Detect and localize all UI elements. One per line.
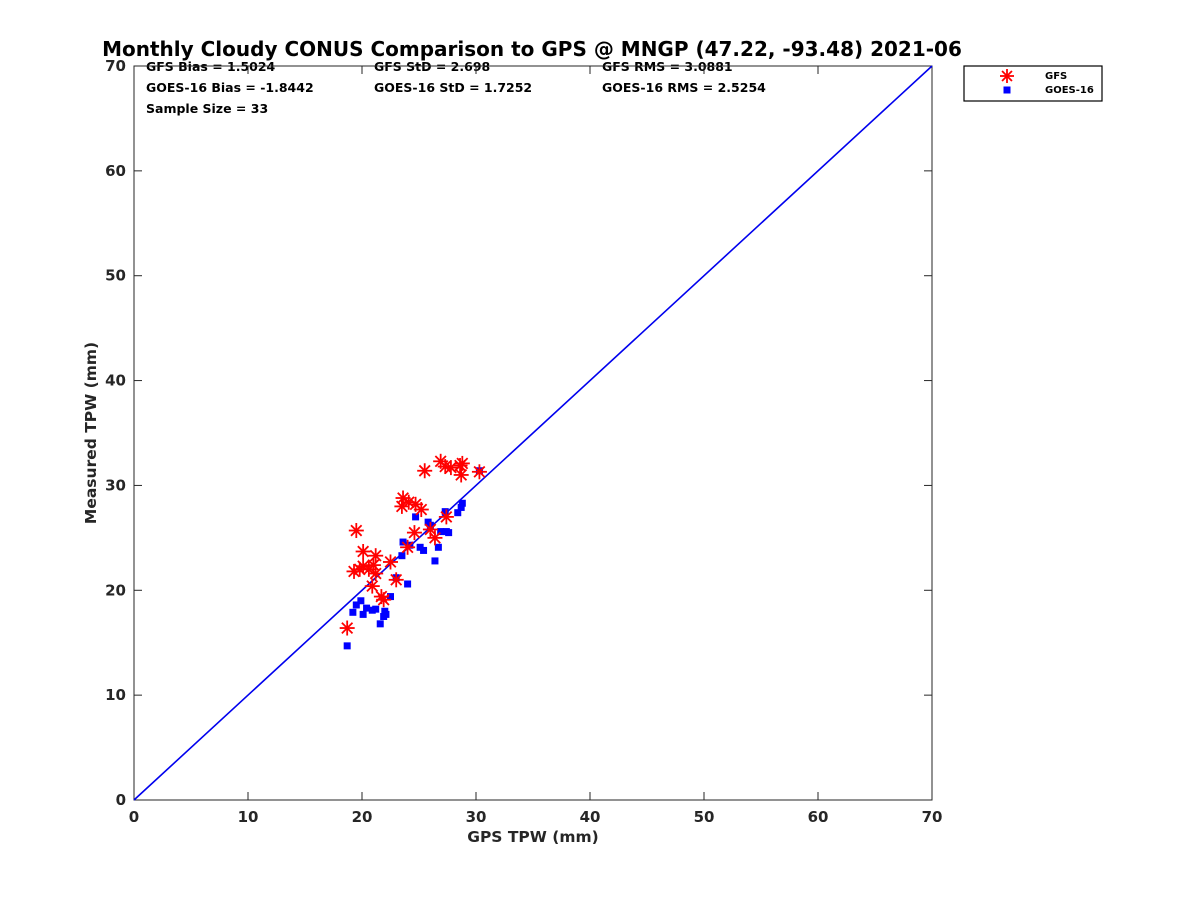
goes16-point xyxy=(382,610,390,618)
goes16-point xyxy=(349,608,357,616)
gfs-point xyxy=(438,509,454,525)
goes16-point xyxy=(357,597,365,605)
gfs-point xyxy=(413,502,429,518)
stat-text: GOES-16 StD = 1.7252 xyxy=(374,80,532,95)
goes16-point xyxy=(404,580,412,588)
gfs-point xyxy=(339,620,355,636)
gfs-point xyxy=(417,463,433,479)
gfs-point xyxy=(376,592,392,608)
goes16-point xyxy=(434,543,442,551)
y-tick-label: 30 xyxy=(105,476,126,494)
gfs-point xyxy=(406,525,422,541)
gfs-point xyxy=(364,578,380,594)
plot-area: 0 10 20 30 40 50 60 70 0 10 20 30 40 50 60 70 xyxy=(105,57,942,826)
gfs-point xyxy=(383,554,398,570)
goes16-point xyxy=(372,605,380,613)
goes16-point xyxy=(398,552,406,560)
legend-goes16-marker xyxy=(1003,86,1011,94)
goes16-point xyxy=(352,601,360,609)
goes16-point xyxy=(412,513,420,521)
legend-goes16-label: GOES-16 xyxy=(1045,85,1094,96)
x-tick-label: 70 xyxy=(922,808,943,826)
legend-gfs-marker xyxy=(1000,69,1014,83)
legend-gfs-label: GFS xyxy=(1045,71,1067,82)
y-axis-label: Measured TPW (mm) xyxy=(82,342,100,524)
y-tick-label: 70 xyxy=(105,57,126,75)
goes16-point xyxy=(454,509,462,517)
statistics-block: GFS Bias = 1.5024 GFS StD = 2.698 GFS RMS … xyxy=(146,59,766,116)
gfs-point xyxy=(443,460,459,476)
y-tick-label: 40 xyxy=(105,372,126,390)
x-tick-label: 0 xyxy=(129,808,139,826)
x-tick-label: 40 xyxy=(580,808,601,826)
gfs-point xyxy=(368,548,384,564)
goes16-point xyxy=(363,604,371,612)
goes16-point xyxy=(387,593,394,601)
gfs-point xyxy=(355,543,371,559)
stat-text: GOES-16 RMS = 2.5254 xyxy=(602,80,766,95)
y-tick-label: 10 xyxy=(105,686,126,704)
one-to-one-line xyxy=(133,65,933,801)
gfs-point xyxy=(348,523,364,539)
goes16-point xyxy=(437,528,445,536)
y-tick-label: 60 xyxy=(105,162,126,180)
gfs-point xyxy=(471,464,487,480)
x-tick-label: 30 xyxy=(466,808,487,826)
goes16-point xyxy=(376,620,384,628)
x-tick-label: 10 xyxy=(238,808,259,826)
gfs-point xyxy=(368,566,384,582)
gfs-point xyxy=(400,539,416,555)
gfs-point xyxy=(401,494,417,510)
goes16-point xyxy=(457,503,465,511)
goes16-point xyxy=(420,546,428,554)
y-tick-label: 0 xyxy=(116,791,126,809)
goes16-point xyxy=(445,529,453,537)
axes-box xyxy=(133,65,933,801)
gfs-point xyxy=(454,455,470,471)
goes16-point xyxy=(431,557,439,565)
legend: GFS GOES-16 xyxy=(963,65,1103,102)
chart-title: Monthly Cloudy CONUS Comparison to GPS @… xyxy=(102,37,962,61)
goes16-point xyxy=(441,508,449,516)
goes16-point xyxy=(343,642,351,650)
x-tick-label: 20 xyxy=(352,808,373,826)
y-tick-label: 50 xyxy=(105,267,126,285)
gfs-point xyxy=(388,572,404,588)
x-axis-label: GPS TPW (mm) xyxy=(467,828,599,846)
gfs-point xyxy=(453,467,469,483)
stat-text: Sample Size = 33 xyxy=(146,101,268,116)
legend-box xyxy=(963,65,1103,102)
gfs-point xyxy=(422,521,438,537)
x-tick-label: 50 xyxy=(694,808,715,826)
x-tick-label: 60 xyxy=(808,808,829,826)
goes16-point xyxy=(359,610,367,618)
data-points xyxy=(339,453,487,650)
goes16-point xyxy=(458,499,466,507)
y-tick-label: 20 xyxy=(105,581,126,599)
gfs-point xyxy=(346,563,362,579)
reference-line xyxy=(133,65,933,801)
stat-text: GOES-16 Bias = -1.8442 xyxy=(146,80,314,95)
axis-ticks: 0 10 20 30 40 50 60 70 0 10 20 30 40 50 60 70 xyxy=(105,57,942,826)
